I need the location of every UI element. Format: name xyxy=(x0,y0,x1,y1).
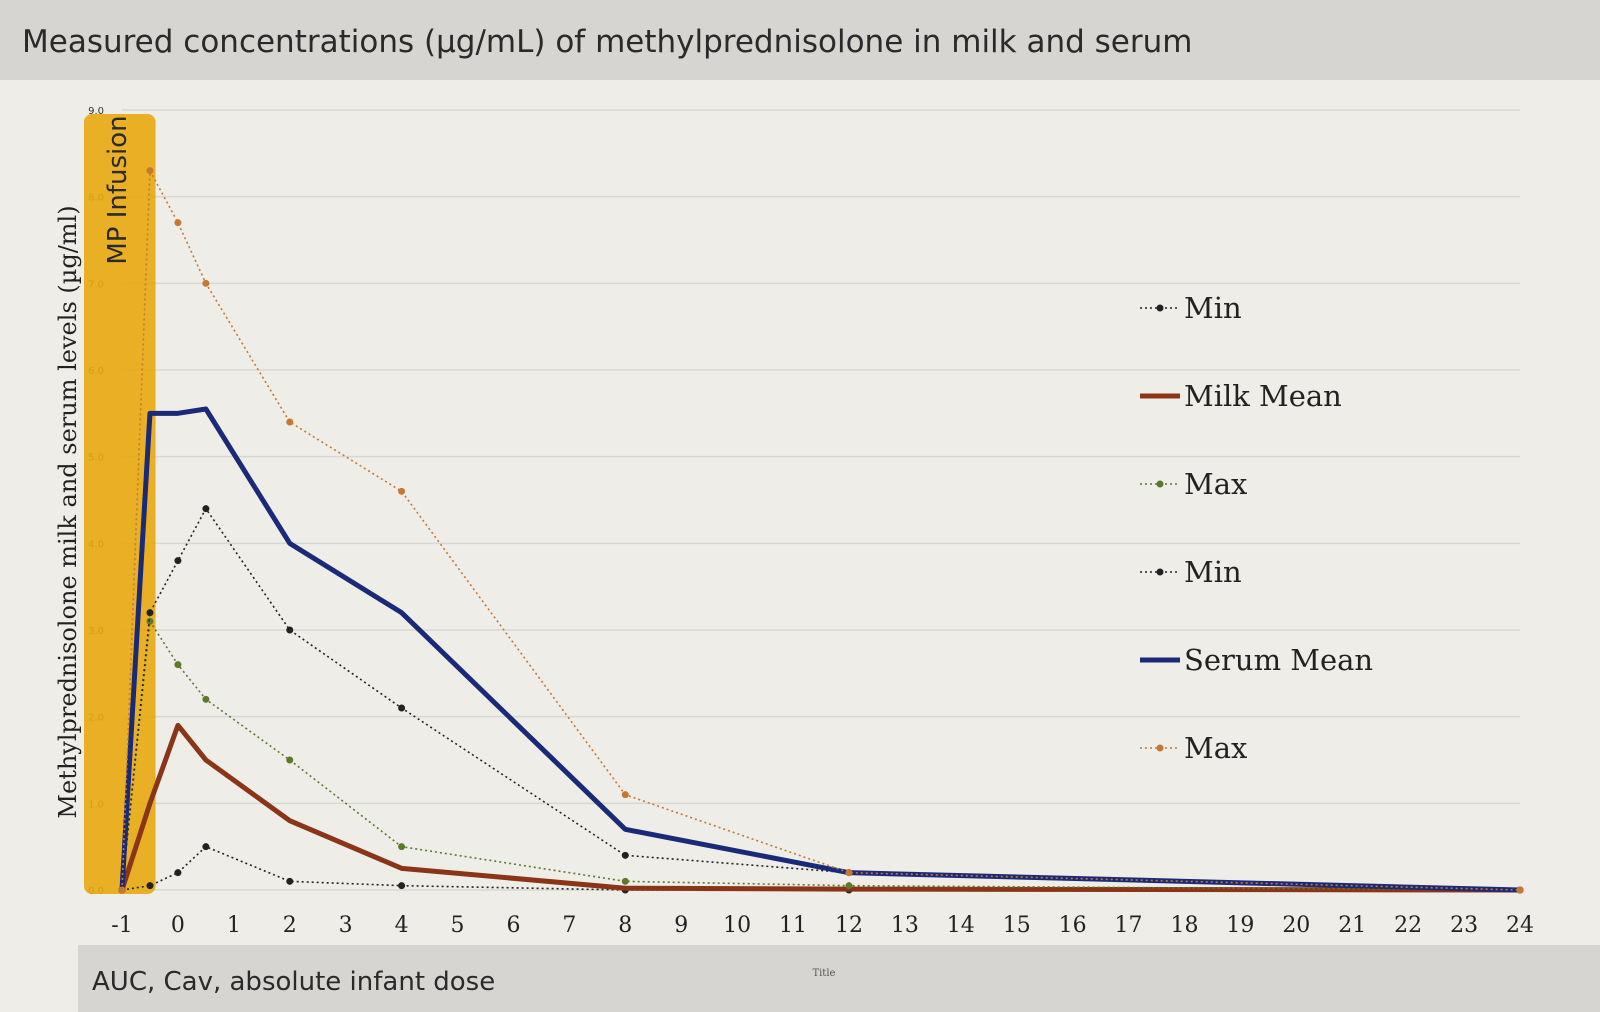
series-line xyxy=(119,406,1521,893)
x-tick-label: 12 xyxy=(835,913,863,938)
data-point xyxy=(146,882,154,890)
legend-label: Max xyxy=(1184,731,1247,765)
data-point xyxy=(845,869,853,877)
data-point xyxy=(174,557,182,565)
legend-marker xyxy=(1156,568,1164,576)
x-tick-label: 2 xyxy=(283,913,297,938)
x-tick-label: 13 xyxy=(891,913,919,938)
y-axis-label: Methylprednisolone milk and serum levels… xyxy=(54,205,82,818)
x-tick-label: 4 xyxy=(395,913,409,938)
footer-bar xyxy=(78,945,1600,1012)
data-point xyxy=(146,617,154,625)
data-point xyxy=(286,877,294,885)
legend-marker xyxy=(1156,744,1164,752)
x-tick-label: 0 xyxy=(171,913,185,938)
series-line xyxy=(119,722,1521,893)
data-point xyxy=(202,843,210,851)
data-point xyxy=(174,219,182,227)
legend-label: Milk Mean xyxy=(1184,379,1342,413)
x-tick-label: 10 xyxy=(723,913,751,938)
legend-label: Min xyxy=(1184,291,1242,325)
y-tick-label: 9.0 xyxy=(88,106,104,117)
legend-marker xyxy=(1156,304,1164,312)
data-point xyxy=(174,869,182,877)
data-point xyxy=(398,487,406,495)
data-point xyxy=(398,882,406,890)
x-tick-label: 9 xyxy=(674,913,688,938)
x-tick-label: 15 xyxy=(1003,913,1031,938)
data-point xyxy=(621,851,629,859)
x-tick-label: 14 xyxy=(947,913,975,938)
data-point xyxy=(146,167,154,175)
data-point xyxy=(286,756,294,764)
infusion-label: MP Infusion xyxy=(103,115,133,264)
title-bar xyxy=(0,0,1600,80)
x-axis-label: Title xyxy=(812,968,835,979)
x-tick-label: 6 xyxy=(506,913,520,938)
data-point xyxy=(202,279,210,287)
legend-label: Min xyxy=(1184,555,1242,589)
data-point xyxy=(621,877,629,885)
data-point xyxy=(202,695,210,703)
data-point xyxy=(845,882,853,890)
x-tick-label: 7 xyxy=(562,913,576,938)
data-point xyxy=(621,791,629,799)
x-tick-label: 5 xyxy=(451,913,465,938)
legend-label: Max xyxy=(1184,467,1247,501)
x-tick-label: 16 xyxy=(1059,913,1087,938)
legend-label: Serum Mean xyxy=(1184,643,1373,677)
footer-text: AUC, Cav, absolute infant dose xyxy=(92,967,495,997)
series-line xyxy=(121,620,1521,891)
data-point xyxy=(286,626,294,634)
data-point xyxy=(146,609,154,617)
data-point xyxy=(286,418,294,426)
x-tick-label: 19 xyxy=(1226,913,1254,938)
data-point xyxy=(1516,886,1524,894)
infusion-band xyxy=(84,114,156,894)
data-point xyxy=(202,505,210,513)
x-tick-label: -1 xyxy=(111,913,132,938)
x-tick-label: 24 xyxy=(1506,913,1534,938)
x-tick-label: 21 xyxy=(1338,913,1366,938)
x-tick-label: 17 xyxy=(1115,913,1143,938)
chart-title: Measured concentrations (µg/mL) of methy… xyxy=(22,24,1192,60)
legend-marker xyxy=(1156,480,1164,488)
data-point xyxy=(174,661,182,669)
x-tick-label: 18 xyxy=(1170,913,1198,938)
x-tick-label: 8 xyxy=(618,913,632,938)
x-tick-label: 3 xyxy=(339,913,353,938)
x-tick-label: 1 xyxy=(227,913,241,938)
x-tick-label: 20 xyxy=(1282,913,1310,938)
data-point xyxy=(118,886,126,894)
x-tick-label: 11 xyxy=(779,913,807,938)
data-point xyxy=(398,843,406,851)
x-tick-label: 23 xyxy=(1450,913,1478,938)
x-tick-label: 22 xyxy=(1394,913,1422,938)
data-point xyxy=(398,704,406,712)
